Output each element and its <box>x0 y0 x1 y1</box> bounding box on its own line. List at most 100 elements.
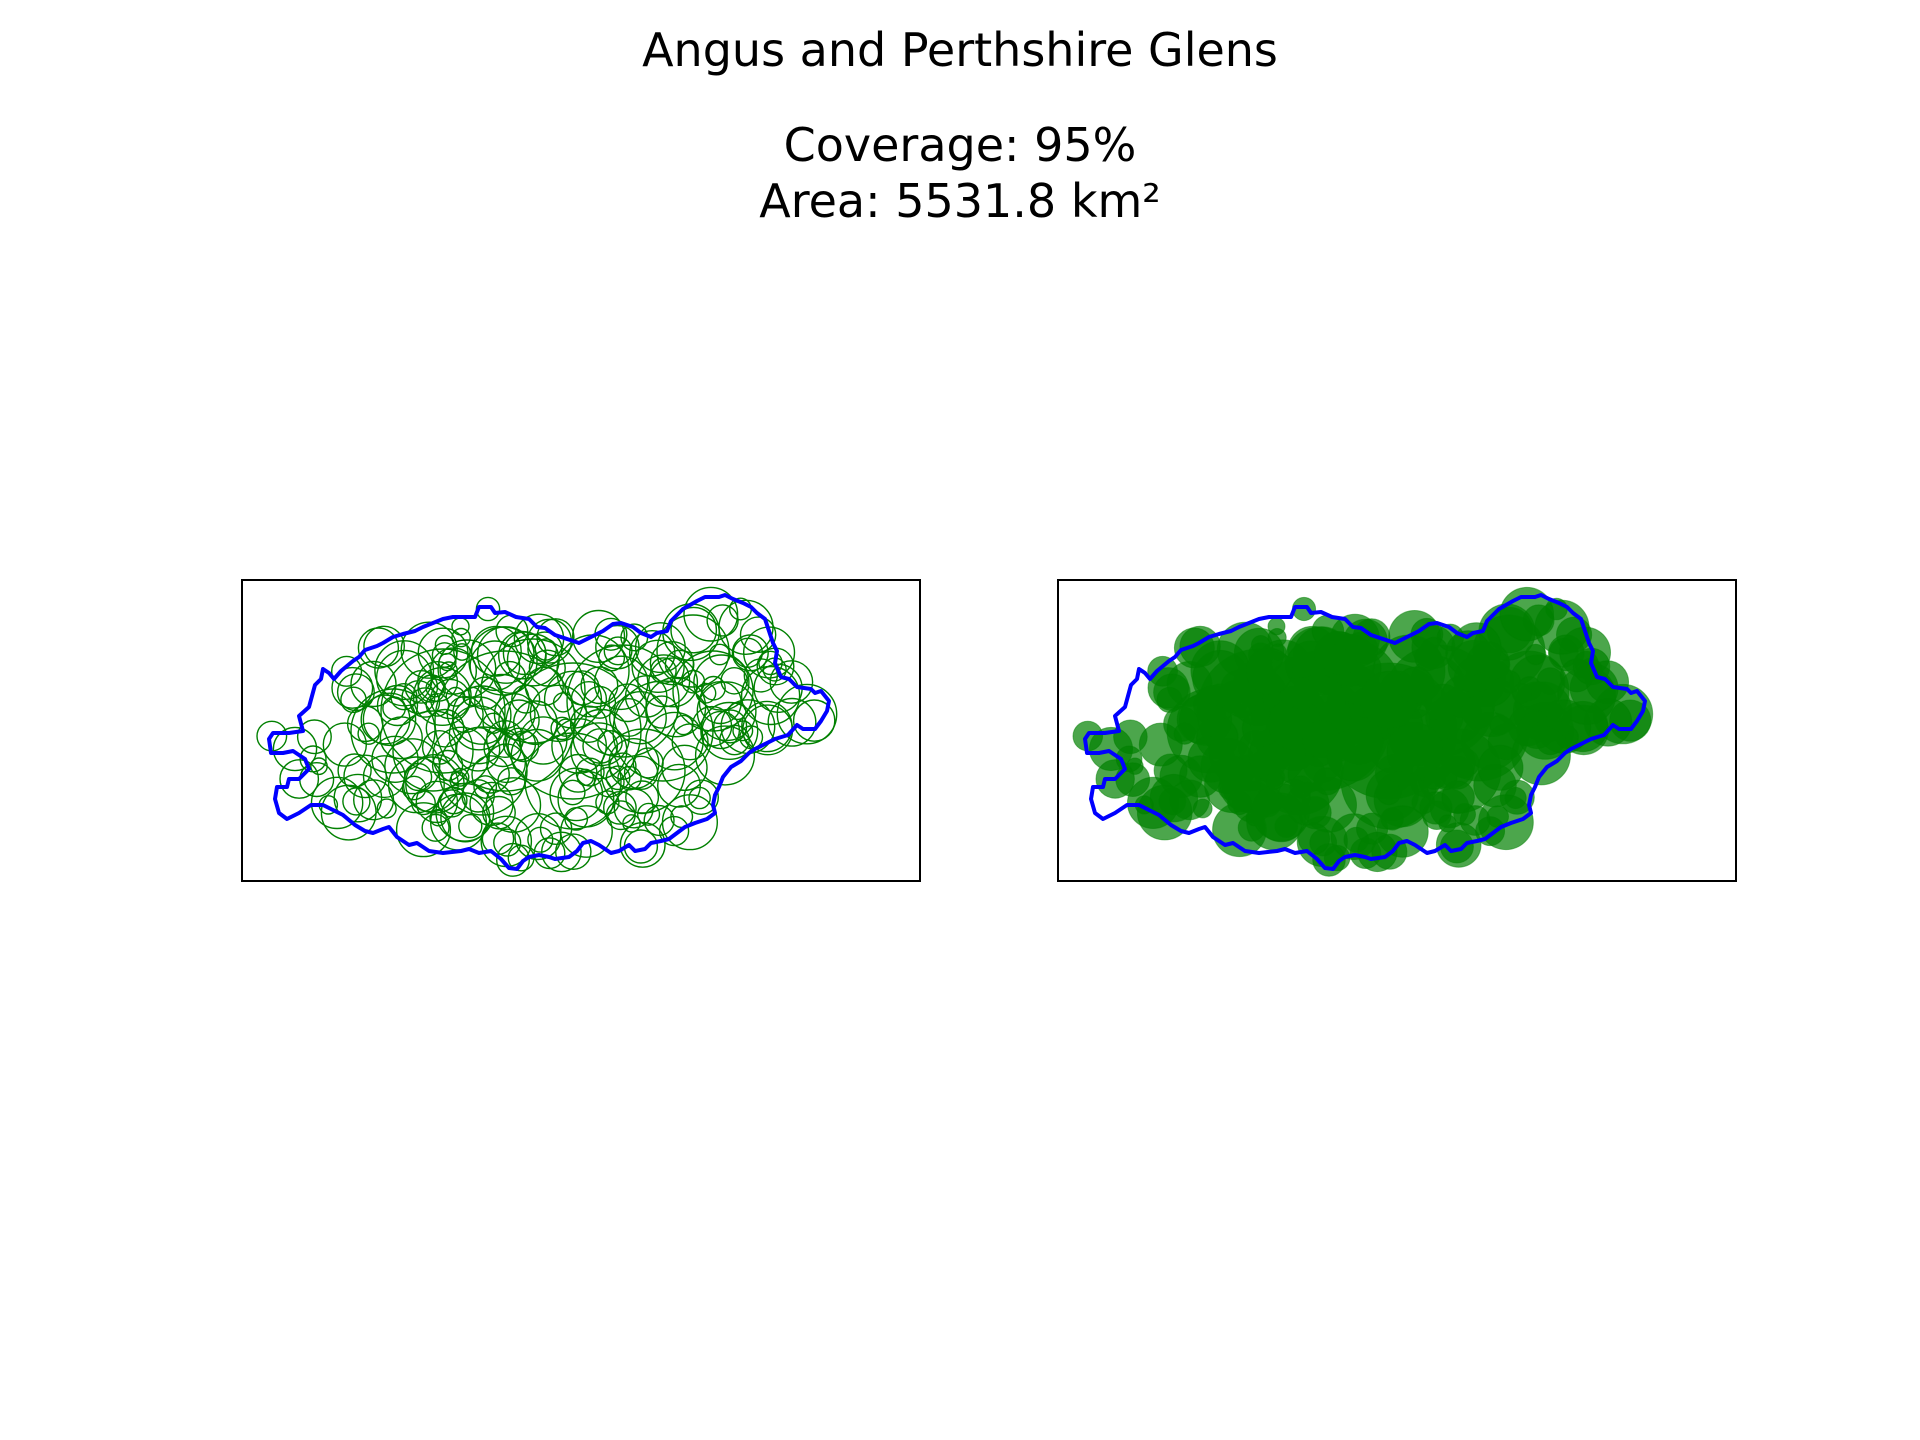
coverage-circle <box>458 813 483 839</box>
coverage-circle <box>272 726 318 772</box>
region-boundary <box>267 593 831 871</box>
coverage-circle <box>1477 744 1524 791</box>
coverage-circle <box>449 771 468 791</box>
area-label: Area: 5531.8 km² <box>759 174 1161 228</box>
coverage-circle <box>482 712 504 735</box>
coverage-circle <box>337 753 372 788</box>
coverage-label: Coverage: 95% <box>783 118 1137 172</box>
coverage-circle <box>728 701 747 721</box>
coverage-circle <box>742 704 794 756</box>
coverage-circle <box>350 660 397 708</box>
coverage-circle <box>514 813 562 861</box>
coverage-circle <box>637 802 661 826</box>
filled-circle-map-panel <box>1057 579 1737 882</box>
coverage-circle <box>1204 756 1261 814</box>
coverage-circle <box>643 804 675 837</box>
circle-layer <box>1072 586 1654 877</box>
coverage-circle <box>382 696 407 721</box>
coverage-circle <box>340 686 367 714</box>
coverage-circle <box>776 683 838 745</box>
coverage-circle <box>510 728 564 782</box>
coverage-circle <box>1313 767 1342 796</box>
coverage-circle <box>683 586 739 642</box>
coverage-circle <box>608 683 647 723</box>
coverage-circle <box>708 643 731 666</box>
coverage-circle <box>628 630 676 677</box>
coverage-circle <box>1326 729 1380 782</box>
coverage-circle <box>469 640 521 692</box>
coverage-circle <box>469 781 514 827</box>
coverage-circle <box>597 729 623 756</box>
coverage-circle <box>476 626 535 684</box>
figure-title: Angus and Perthshire Glens <box>642 23 1278 77</box>
coverage-circle <box>560 805 613 858</box>
coverage-circle <box>493 828 522 857</box>
coverage-circle <box>445 686 466 707</box>
coverage-circle <box>330 655 363 687</box>
coverage-circle <box>518 716 568 765</box>
coverage-circle <box>792 699 836 742</box>
coverage-circle <box>485 719 524 758</box>
coverage-circle <box>580 666 619 705</box>
coverage-circle <box>698 680 742 725</box>
coverage-circle <box>387 756 445 814</box>
coverage-circle <box>1173 722 1196 745</box>
coverage-circle <box>357 722 380 745</box>
coverage-circle <box>451 627 471 648</box>
coverage-circle <box>279 759 320 799</box>
coverage-circle <box>1438 814 1457 833</box>
coverage-circle <box>634 622 686 674</box>
coverage-circle <box>622 814 641 833</box>
coverage-circle <box>570 680 608 718</box>
coverage-circle <box>376 798 397 819</box>
coverage-circle <box>619 821 666 868</box>
coverage-circle <box>451 696 506 751</box>
coverage-circle <box>1245 647 1293 695</box>
coverage-circle <box>425 708 465 748</box>
coverage-circle <box>670 606 718 654</box>
region-boundary <box>1083 593 1647 871</box>
coverage-circle <box>362 692 417 747</box>
coverage-circle <box>1534 599 1590 655</box>
coverage-circle <box>648 657 699 708</box>
coverage-circle <box>409 687 441 718</box>
coverage-circle <box>625 780 660 815</box>
coverage-circle <box>557 770 615 828</box>
coverage-circle <box>1461 695 1495 729</box>
coverage-circle <box>1525 643 1547 666</box>
coverage-circle <box>1277 779 1311 813</box>
coverage-circle <box>342 787 371 816</box>
coverage-circle <box>617 765 642 791</box>
coverage-circle <box>559 779 586 806</box>
coverage-circle <box>664 649 695 680</box>
coverage-circle <box>474 673 530 730</box>
coverage-circle <box>602 790 637 825</box>
coverage-circle <box>299 762 335 798</box>
coverage-circle <box>331 666 374 709</box>
coverage-circle <box>661 794 718 851</box>
coverage-circle <box>493 660 527 694</box>
coverage-circle <box>480 638 586 744</box>
coverage-circle <box>613 690 667 745</box>
coverage-circle <box>497 767 526 796</box>
coverage-circle <box>528 649 566 687</box>
coverage-circle <box>595 790 620 815</box>
coverage-circle <box>310 776 364 830</box>
coverage-circle <box>1386 722 1444 780</box>
coverage-circle <box>371 735 419 784</box>
coverage-circle <box>1265 771 1284 790</box>
coverage-circle <box>471 755 510 794</box>
coverage-circle <box>576 768 595 787</box>
coverage-circle <box>743 658 778 693</box>
coverage-circle <box>649 657 677 685</box>
coverage-circle <box>461 779 495 813</box>
coverage-circle <box>661 744 708 792</box>
coverage-circle <box>384 738 441 795</box>
coverage-circle <box>683 779 720 815</box>
coverage-circle <box>740 665 801 726</box>
coverage-circle <box>1357 831 1398 873</box>
coverage-circle <box>524 666 564 707</box>
coverage-circle <box>543 670 603 729</box>
coverage-circle <box>429 808 447 827</box>
coverage-circle <box>392 710 474 792</box>
